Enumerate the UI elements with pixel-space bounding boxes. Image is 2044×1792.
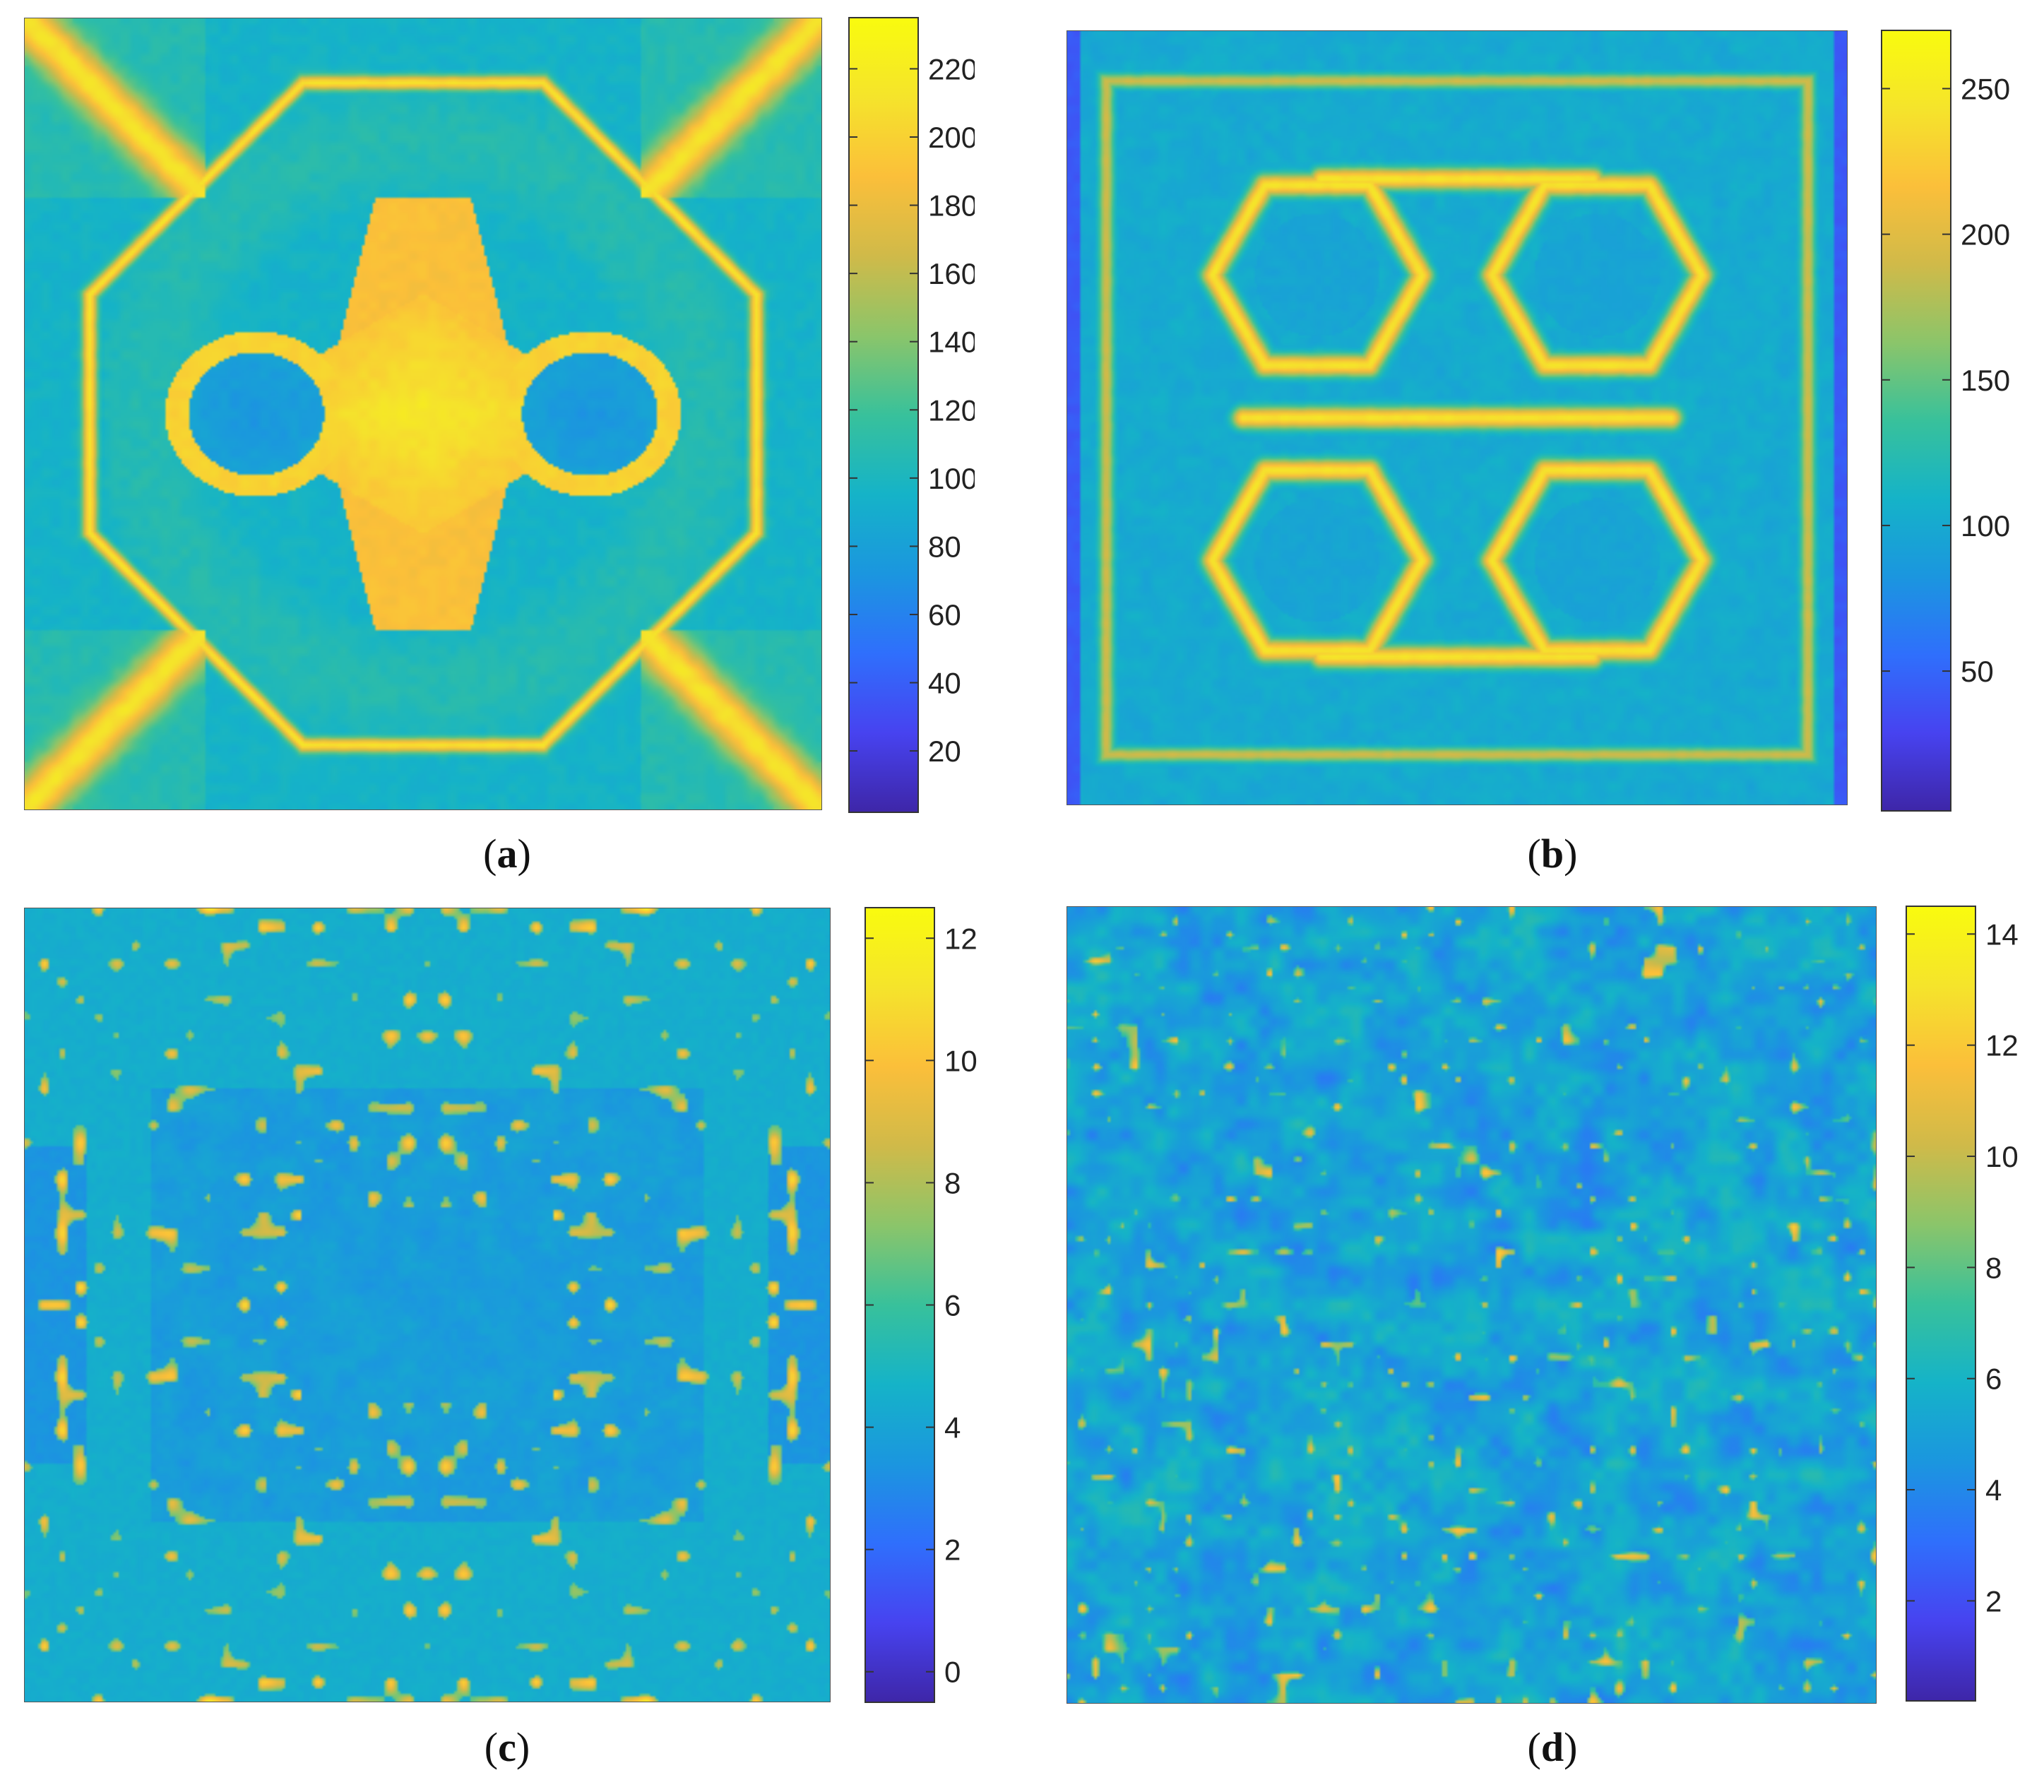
colorbar-gradient xyxy=(848,17,919,813)
colorbar-tick-label: 2 xyxy=(1985,1584,2002,1618)
heatmap-d xyxy=(1066,906,1877,1704)
colorbar-tick-label: 100 xyxy=(928,462,975,495)
colorbar-tick-label: 250 xyxy=(1961,72,2010,105)
colorbar-tick-label: 10 xyxy=(1985,1140,2019,1173)
colorbar-tick-label: 150 xyxy=(1961,364,2010,397)
colorbar-tick-label: 20 xyxy=(928,735,961,768)
colorbar-tick-label: 220 xyxy=(928,52,975,85)
colorbar-tick-label: 120 xyxy=(928,393,975,427)
colorbar-tick-label: 4 xyxy=(944,1411,961,1444)
colorbar-tick-label: 60 xyxy=(928,598,961,631)
caption-a: (a) xyxy=(483,831,531,877)
colorbar-gradient xyxy=(1906,906,1976,1702)
colorbar-tick-label: 10 xyxy=(944,1044,978,1077)
colorbar-tick-label: 200 xyxy=(928,121,975,154)
colorbar-gradient xyxy=(864,907,935,1703)
colorbar-tick-label: 12 xyxy=(944,922,978,955)
colorbar-tick-label: 40 xyxy=(928,667,961,700)
colorbar-d: 2 4 6 8 10 12 14 xyxy=(1906,906,2019,1702)
colorbar-c: 0 2 4 6 8 10 12 xyxy=(864,907,978,1703)
colorbar-tick-label: 14 xyxy=(1985,918,2019,951)
colorbar-tick-label: 180 xyxy=(928,189,975,222)
colorbar-tick-label: 12 xyxy=(1985,1029,2019,1062)
heatmap-b xyxy=(1066,30,1848,805)
colorbar-tick-label: 0 xyxy=(944,1656,961,1689)
caption-d: (d) xyxy=(1527,1724,1578,1770)
caption-b: (b) xyxy=(1527,831,1578,877)
colorbar-tick-label: 4 xyxy=(1985,1473,2002,1507)
caption-c: (c) xyxy=(484,1724,530,1770)
colorbar-b: 50 100 150 200 250 xyxy=(1881,30,2010,812)
heatmap-a xyxy=(24,18,822,810)
colorbar-tick-label: 8 xyxy=(1985,1251,2002,1284)
colorbar-tick-label: 80 xyxy=(928,530,961,563)
heatmap-c xyxy=(24,908,831,1702)
colorbar-tick-label: 8 xyxy=(944,1166,961,1199)
colorbar-tick-label: 200 xyxy=(1961,218,2010,251)
colorbar-tick-label: 6 xyxy=(1985,1363,2002,1396)
colorbar-tick-label: 50 xyxy=(1961,655,1994,688)
colorbar-tick-label: 2 xyxy=(944,1533,961,1567)
colorbar-tick-label: 140 xyxy=(928,326,975,359)
colorbar-tick-label: 6 xyxy=(944,1289,961,1322)
colorbar-tick-label: 100 xyxy=(1961,509,2010,542)
colorbar-gradient xyxy=(1881,30,1951,812)
colorbar-tick-label: 160 xyxy=(928,257,975,290)
colorbar-a: 20 40 60 80 100 120 140 160 180 200 220 xyxy=(848,17,975,813)
